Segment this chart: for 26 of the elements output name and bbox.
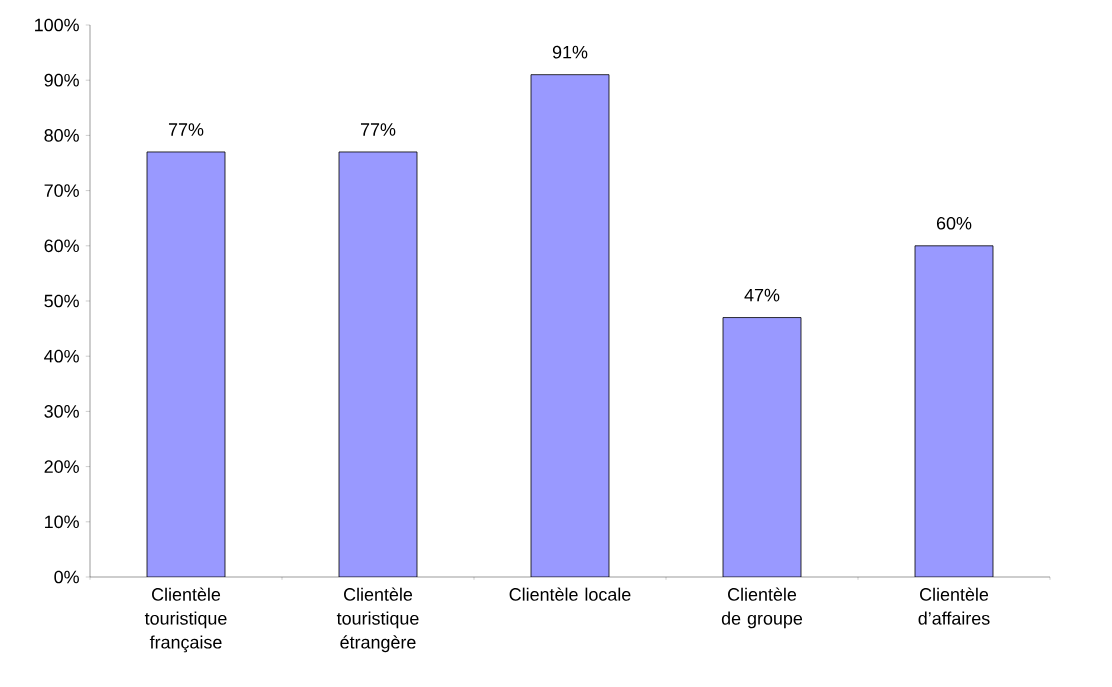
y-tick-label: 50% [44, 294, 79, 308]
data-label: 47% [744, 288, 780, 302]
x-tick-label: Clientèle de groupe [721, 587, 803, 629]
data-label: 60% [936, 216, 972, 230]
y-tick-label: 60% [44, 239, 79, 253]
y-tick-label: 90% [44, 73, 79, 87]
y-tick-label: 20% [44, 460, 79, 473]
bar [146, 151, 226, 577]
bar [722, 317, 802, 577]
x-tick-label: Clientèle d’affaires [918, 587, 990, 625]
bar [338, 151, 418, 577]
bar [914, 245, 994, 577]
y-tick-label: 30% [44, 405, 79, 418]
y-tick-label: 100% [35, 18, 79, 32]
x-tick-label: Clientèle touristique étrangère [336, 587, 419, 653]
y-tick-label: 70% [44, 184, 79, 197]
data-label: 77% [360, 123, 396, 136]
bar [530, 74, 610, 577]
x-tick-label: Clientèle locale [509, 587, 631, 601]
data-label: 91% [552, 45, 588, 59]
y-tick-label: 80% [44, 129, 79, 142]
y-tick-label: 0% [54, 570, 79, 584]
x-tick-label: Clientèle touristique française [144, 587, 227, 653]
y-tick-label: 40% [44, 349, 79, 363]
data-label: 77% [168, 123, 204, 136]
y-tick-label: 10% [45, 515, 79, 529]
